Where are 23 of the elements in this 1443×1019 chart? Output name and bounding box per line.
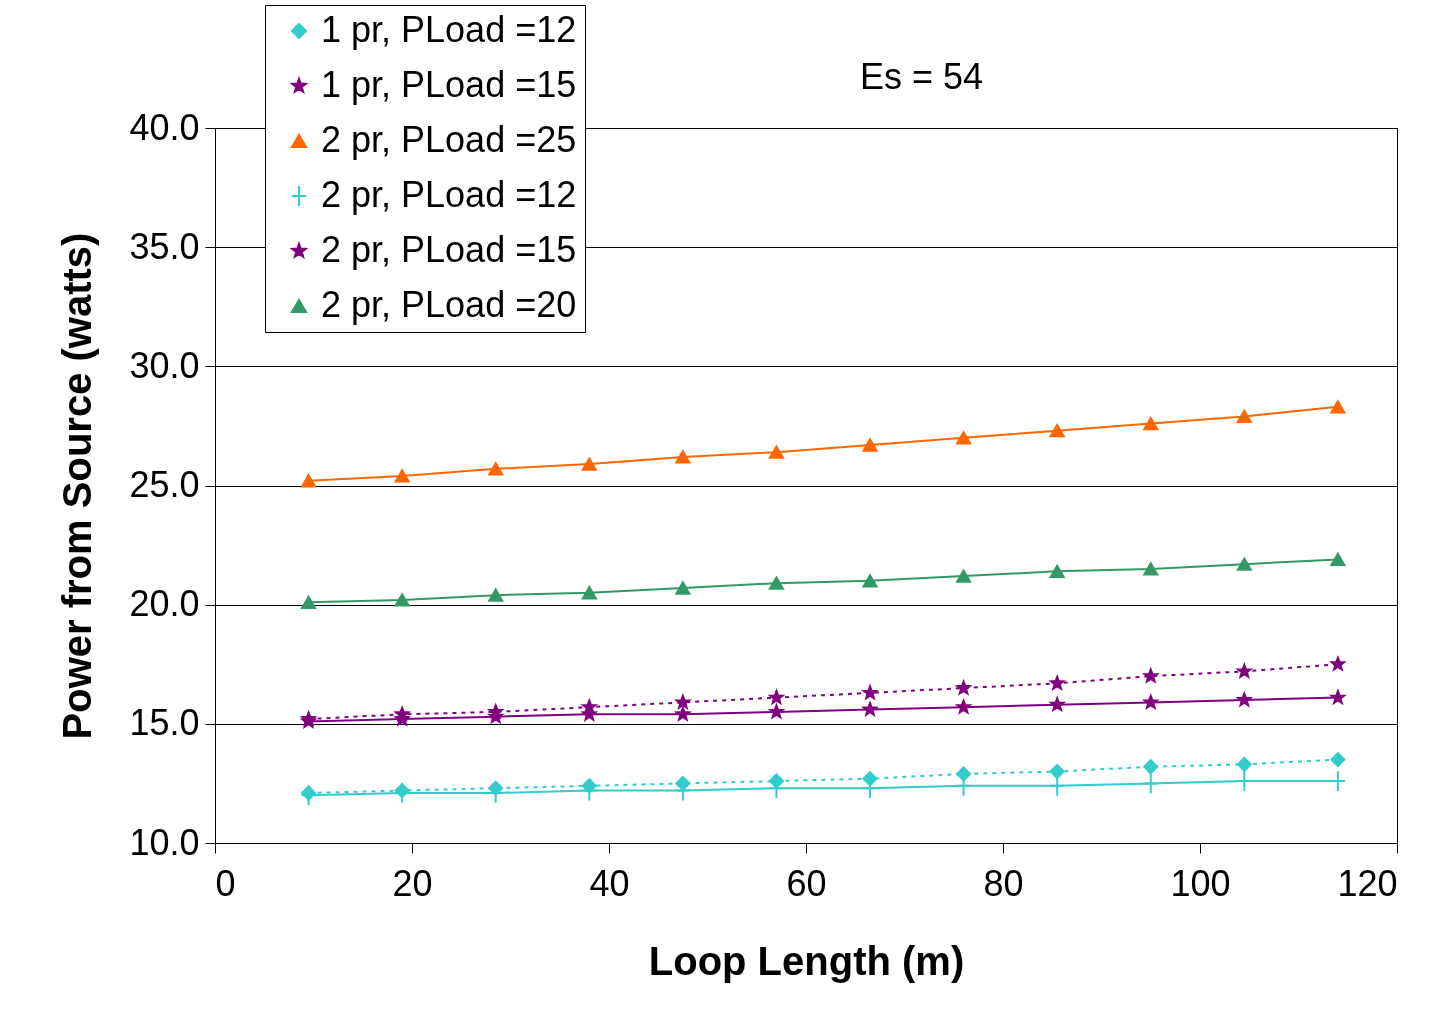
legend-label: 1 pr, PLoad =12 <box>321 9 577 50</box>
y-tick-label: 10.0 <box>129 821 200 863</box>
y-tick-label: 40.0 <box>129 106 200 148</box>
y-tick-label: 20.0 <box>129 583 200 625</box>
legend-label: 2 pr, PLoad =25 <box>321 119 577 160</box>
y-tick-label: 35.0 <box>129 225 200 267</box>
x-tick-label: 0 <box>215 862 236 904</box>
x-axis-title: Loop Length (m) <box>648 938 965 983</box>
y-tick-label: 30.0 <box>129 344 200 386</box>
legend-label: 1 pr, PLoad =15 <box>321 64 577 105</box>
y-axis-title: Power from Source (watts) <box>55 232 100 740</box>
legend-label: 2 pr, PLoad =12 <box>321 174 577 215</box>
y-tick-label: 25.0 <box>129 464 200 505</box>
text: Es = 54 <box>860 56 984 97</box>
legend-label: 2 pr, PLoad =20 <box>321 284 577 325</box>
x-tick-label: 100 <box>1170 862 1231 904</box>
x-tick-label: 40 <box>589 862 630 904</box>
x-tick-label: 80 <box>983 862 1024 904</box>
legend-label: 2 pr, PLoad =15 <box>321 229 577 270</box>
y-tick-label: 15.0 <box>129 702 200 744</box>
x-tick-label: 120 <box>1337 862 1398 904</box>
x-tick-label: 20 <box>392 862 433 904</box>
x-tick-label: 60 <box>786 862 827 904</box>
